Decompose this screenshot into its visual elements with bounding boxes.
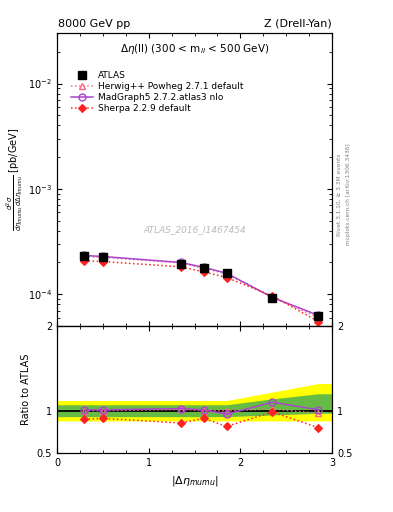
ATLAS (178, 261, 183, 267)
Herwig++ Powheg 2.7.1 default (82, 253, 87, 260)
Herwig++ Powheg 2.7.1 default (201, 265, 206, 271)
Legend: ATLAS, Herwig++ Powheg 2.7.1 default, MadGraph5 2.7.2.atlas3 nlo, Sherpa 2.2.9 d: ATLAS, Herwig++ Powheg 2.7.1 default, Ma… (67, 67, 247, 117)
MadGraph5 2.7.2.atlas3 nlo (224, 270, 229, 276)
Line: MadGraph5 2.7.2.atlas3 nlo: MadGraph5 2.7.2.atlas3 nlo (81, 252, 322, 319)
ATLAS (82, 253, 87, 259)
MadGraph5 2.7.2.atlas3 nlo (178, 260, 183, 266)
Sherpa 2.2.9 default (270, 293, 275, 299)
MadGraph5 2.7.2.atlas3 nlo (101, 253, 105, 260)
MadGraph5 2.7.2.atlas3 nlo (201, 264, 206, 270)
Herwig++ Powheg 2.7.1 default (224, 271, 229, 277)
Sherpa 2.2.9 default (178, 264, 183, 270)
X-axis label: $|\Delta\eta_{mumu}|$: $|\Delta\eta_{mumu}|$ (171, 474, 219, 487)
Sherpa 2.2.9 default (224, 274, 229, 281)
Y-axis label: $\frac{d^2\sigma}{d\eta_{mumu}\,d\Delta\eta_{mumu}}$ [pb/GeV]: $\frac{d^2\sigma}{d\eta_{mumu}\,d\Delta\… (4, 128, 25, 231)
Line: ATLAS: ATLAS (81, 252, 322, 320)
Sherpa 2.2.9 default (316, 318, 321, 325)
Text: Rivet 3.1.10, ≥ 3.3M events: Rivet 3.1.10, ≥ 3.3M events (337, 153, 342, 236)
Text: Z (Drell-Yan): Z (Drell-Yan) (264, 18, 332, 29)
Herwig++ Powheg 2.7.1 default (101, 254, 105, 261)
ATLAS (201, 265, 206, 271)
Text: ATLAS_2016_I1467454: ATLAS_2016_I1467454 (143, 225, 246, 234)
Sherpa 2.2.9 default (201, 269, 206, 275)
Sherpa 2.2.9 default (82, 258, 87, 264)
Line: Sherpa 2.2.9 default: Sherpa 2.2.9 default (82, 258, 321, 324)
Text: $\Delta\eta$(ll) (300 < m$_{ll}$ < 500 GeV): $\Delta\eta$(ll) (300 < m$_{ll}$ < 500 G… (120, 42, 269, 56)
Line: Herwig++ Powheg 2.7.1 default: Herwig++ Powheg 2.7.1 default (81, 253, 322, 321)
ATLAS (224, 270, 229, 276)
Herwig++ Powheg 2.7.1 default (316, 314, 321, 321)
MadGraph5 2.7.2.atlas3 nlo (82, 252, 87, 259)
Text: 8000 GeV pp: 8000 GeV pp (58, 18, 130, 29)
MadGraph5 2.7.2.atlas3 nlo (270, 294, 275, 301)
MadGraph5 2.7.2.atlas3 nlo (316, 312, 321, 318)
ATLAS (316, 313, 321, 319)
Y-axis label: Ratio to ATLAS: Ratio to ATLAS (21, 354, 31, 425)
Sherpa 2.2.9 default (101, 259, 105, 265)
Text: mcplots.cern.ch [arXiv:1306.3436]: mcplots.cern.ch [arXiv:1306.3436] (346, 144, 351, 245)
Herwig++ Powheg 2.7.1 default (270, 294, 275, 300)
ATLAS (270, 295, 275, 301)
ATLAS (101, 254, 105, 260)
Herwig++ Powheg 2.7.1 default (178, 260, 183, 266)
